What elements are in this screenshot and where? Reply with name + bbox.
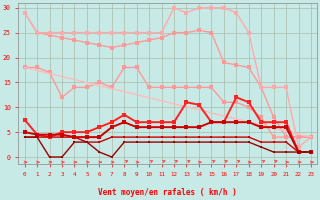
X-axis label: Vent moyen/en rafales ( km/h ): Vent moyen/en rafales ( km/h ) [99,188,237,197]
